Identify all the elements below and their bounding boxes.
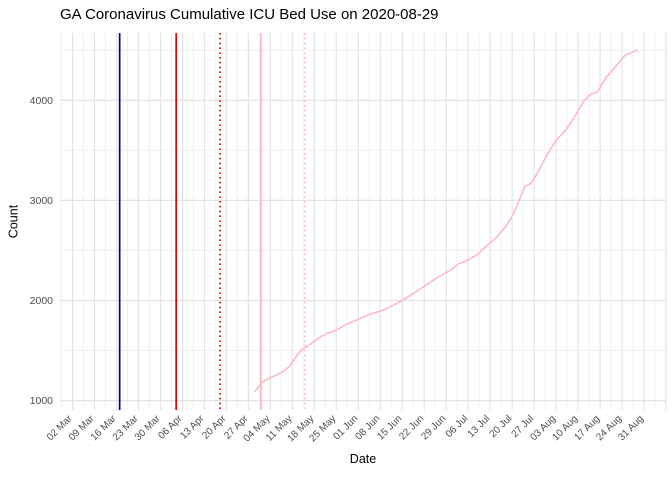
x-tick-label: 13 Jul (466, 413, 493, 440)
series-line-cumulative-icu-beds (254, 49, 639, 393)
y-tick-label: 4000 (30, 95, 54, 107)
y-tick-label: 1000 (30, 395, 54, 407)
chart-title: GA Coronavirus Cumulative ICU Bed Use on… (60, 6, 439, 23)
x-tick-label: 06 Jul (444, 413, 471, 440)
y-axis-title: Count (6, 204, 21, 239)
x-tick-label: 29 Jun (419, 413, 448, 442)
y-tick-label: 2000 (30, 295, 54, 307)
y-tick-label: 3000 (30, 195, 54, 207)
x-tick-label: 20 Jul (488, 413, 515, 440)
x-tick-label: 30 Mar (133, 413, 163, 443)
x-axis-title: Date (349, 452, 377, 466)
